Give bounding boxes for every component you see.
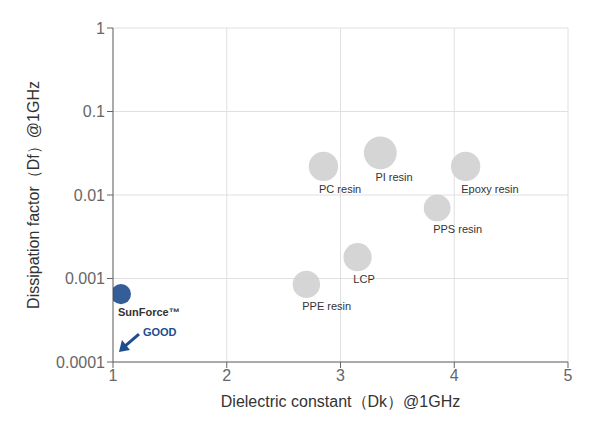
svg-text:0.1: 0.1	[83, 103, 105, 120]
svg-text:1: 1	[109, 367, 118, 384]
svg-text:4: 4	[450, 367, 459, 384]
svg-text:Epoxy resin: Epoxy resin	[461, 183, 518, 195]
svg-text:LCP: LCP	[353, 273, 374, 285]
svg-text:PC resin: PC resin	[319, 183, 361, 195]
svg-text:Dielectric constant（Dk）@1GHz: Dielectric constant（Dk）@1GHz	[221, 393, 460, 410]
svg-text:SunForce™: SunForce™	[118, 306, 180, 318]
svg-text:0.0001: 0.0001	[56, 354, 105, 371]
svg-text:PI resin: PI resin	[375, 171, 412, 183]
svg-text:5: 5	[564, 367, 573, 384]
svg-text:GOOD: GOOD	[143, 326, 177, 338]
svg-text:1: 1	[96, 20, 105, 37]
svg-text:0.001: 0.001	[65, 270, 105, 287]
svg-text:Dissipation factor（Df）@1GHz: Dissipation factor（Df）@1GHz	[25, 81, 42, 309]
svg-text:0.01: 0.01	[74, 187, 105, 204]
svg-text:PPE resin: PPE resin	[302, 300, 351, 312]
svg-text:3: 3	[336, 367, 345, 384]
svg-text:PPS resin: PPS resin	[433, 223, 482, 235]
svg-text:2: 2	[222, 367, 231, 384]
